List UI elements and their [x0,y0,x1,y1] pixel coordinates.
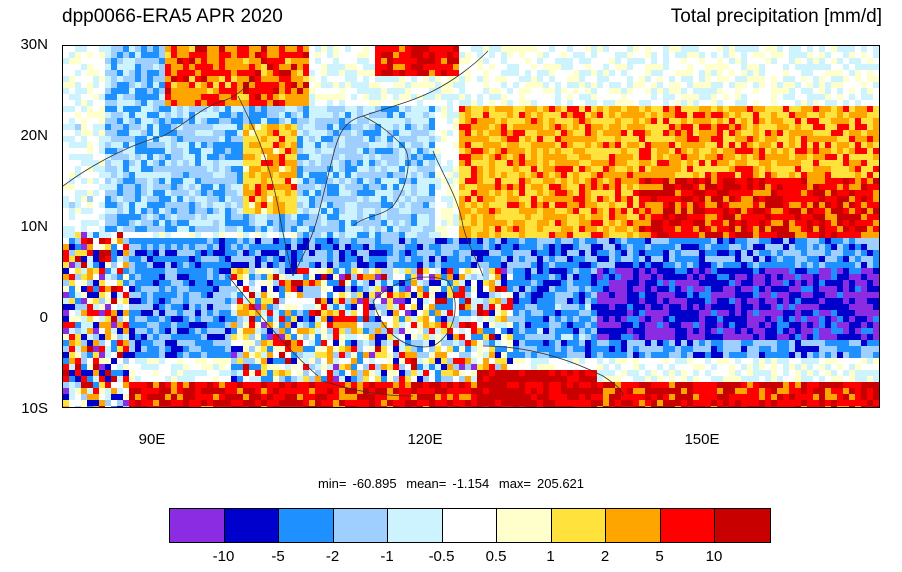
precip-field [63,46,879,407]
mean-value: -1.154 [452,476,490,491]
lon-label-90e: 90E [138,431,166,448]
colorbar-label: -1 [380,548,394,565]
lon-label-120e: 120E [407,431,443,448]
colorbar-label: -5 [271,548,285,565]
variable-title: Total precipitation [mm/d] [670,6,882,27]
colorbar-label: 0.5 [485,548,507,565]
colorbar-box [442,509,497,542]
lat-label-30n: 30N [20,36,48,53]
colorbar-label: -0.5 [428,548,455,565]
colorbar-box [551,509,606,542]
colorbar-box [279,509,334,542]
colorbar-box [170,509,225,542]
colorbar [169,508,771,543]
mean-label: mean= [406,476,447,491]
colorbar-box [715,509,770,542]
coastlines [63,50,624,397]
min-value: -60.895 [352,476,397,491]
colorbar-label: 5 [655,548,664,565]
colorbar-box [333,509,388,542]
colorbar-label: -10 [212,548,235,565]
colorbar-box [497,509,552,542]
map-title: dpp0066-ERA5 APR 2020 [62,6,283,27]
colorbar-label: -2 [325,548,340,565]
lat-label-10s: 10S [21,400,48,417]
colorbar-label: 10 [705,548,723,565]
min-label: min= [317,476,347,491]
colorbar-box [224,509,279,542]
colorbar-label: 2 [600,548,610,565]
lat-label-eq: 0 [39,309,48,326]
colorbar-box [388,509,443,542]
colorbar-box [660,509,715,542]
colorbar-label: 1 [546,548,555,565]
lon-label-150e: 150E [684,431,720,448]
precip-map [62,45,880,408]
colorbar-box [606,509,661,542]
max-label: max= [498,476,532,491]
lat-label-20n: 20N [20,127,48,144]
field-statistics: min= -60.895 mean= -1.154 max= 205.621 [0,476,902,491]
max-value: 205.621 [537,476,585,491]
lat-label-10n: 10N [20,218,48,235]
